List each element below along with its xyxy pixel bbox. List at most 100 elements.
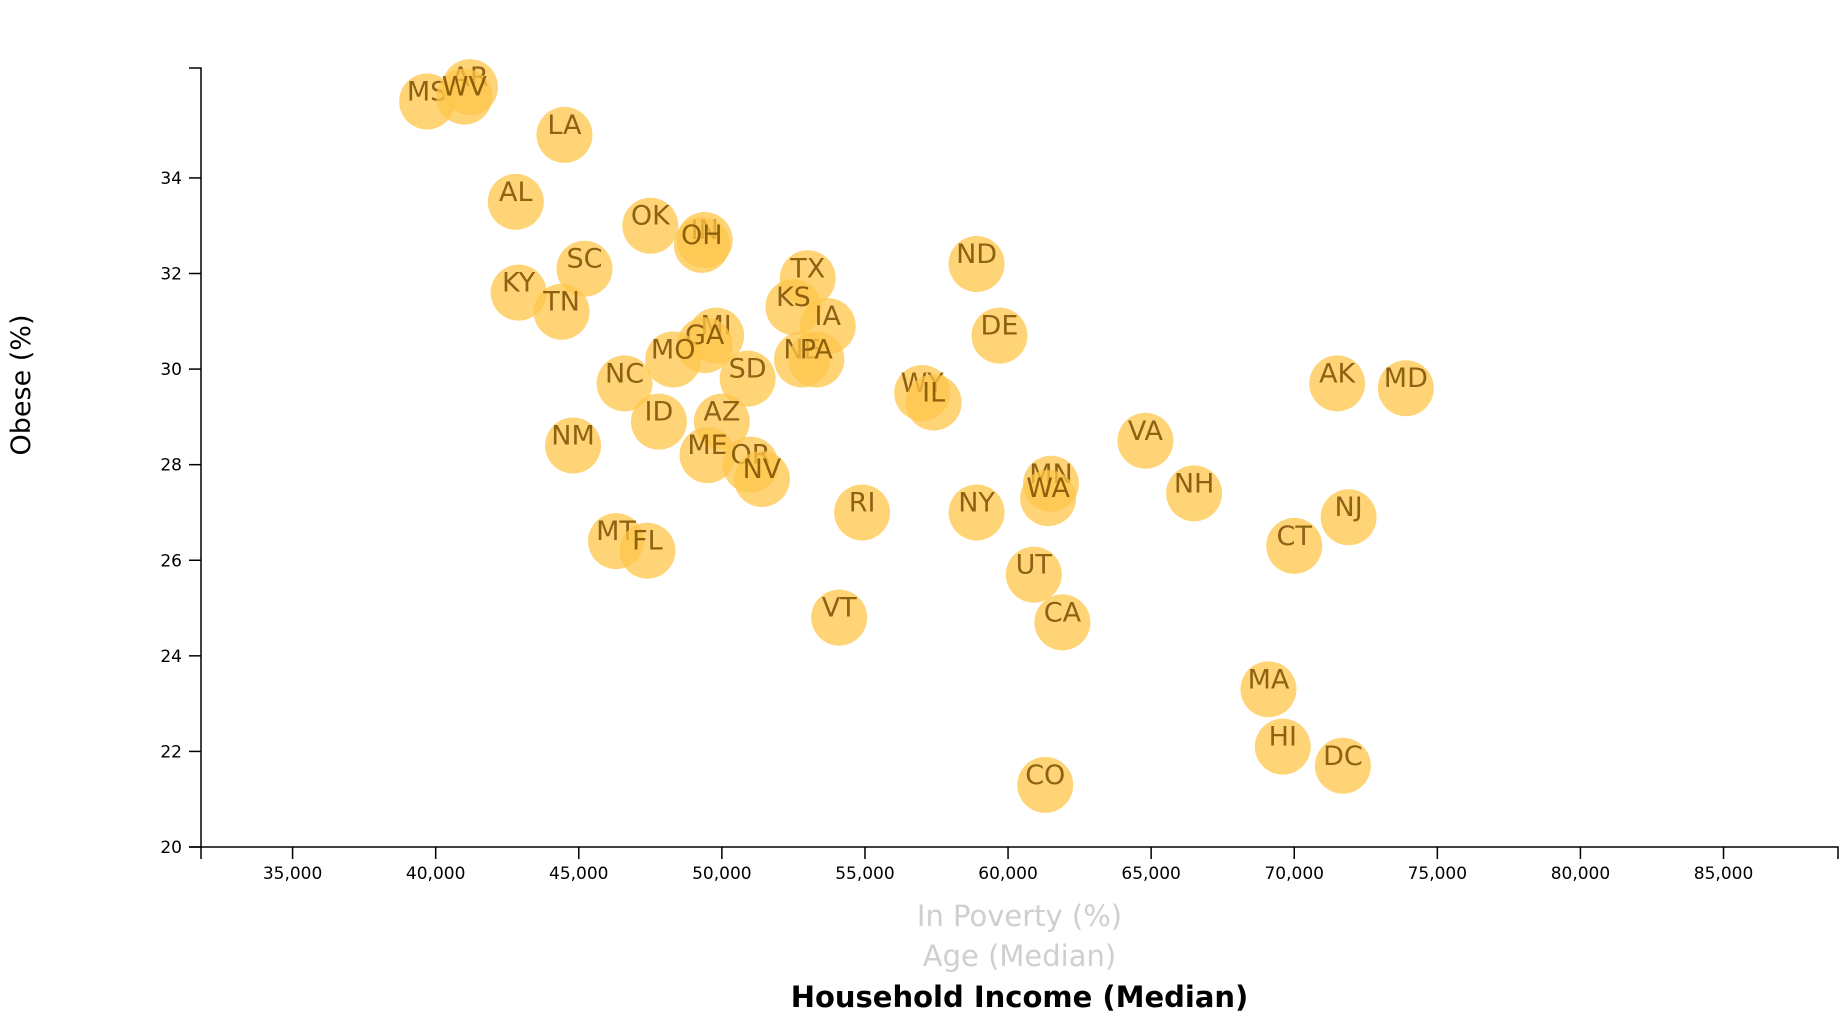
data-point-hi[interactable]: HI [1254, 718, 1311, 775]
data-point-nm[interactable]: NM [545, 417, 602, 474]
data-point-nd[interactable]: ND [948, 235, 1005, 292]
data-point-circle[interactable] [596, 355, 653, 412]
y-tick-label: 32 [160, 265, 182, 285]
data-point-circle[interactable] [905, 374, 962, 431]
data-point-circle[interactable] [1314, 737, 1371, 794]
data-point-circle[interactable] [1309, 355, 1366, 412]
data-point-circle[interactable] [1034, 594, 1091, 651]
data-point-sd[interactable]: SD [719, 350, 776, 407]
data-point-circle[interactable] [948, 484, 1005, 541]
data-point-circle[interactable] [673, 216, 730, 273]
data-point-circle[interactable] [811, 589, 868, 646]
data-point-ak[interactable]: AK [1309, 355, 1366, 412]
data-point-nj[interactable]: NJ [1320, 489, 1377, 546]
data-point-label: ME [687, 430, 727, 461]
data-point-label: NC [605, 358, 644, 389]
data-point-circle[interactable] [1017, 756, 1074, 813]
data-point-ri[interactable]: RI [834, 484, 891, 541]
data-point-nh[interactable]: NH [1166, 465, 1223, 522]
y-tick-label: 20 [160, 838, 182, 858]
data-point-circle[interactable] [619, 522, 676, 579]
data-point-label: AL [499, 177, 533, 208]
data-point-ky[interactable]: KY [490, 264, 547, 321]
data-point-tn[interactable]: TN [533, 283, 590, 340]
data-point-label: AZ [703, 397, 740, 428]
data-point-circle[interactable] [1377, 360, 1434, 417]
data-point-label: ID [645, 397, 674, 428]
x-axis-option-in-poverty[interactable]: In Poverty (%) [917, 899, 1122, 933]
data-point-circle[interactable] [533, 283, 590, 340]
data-point-circle[interactable] [1166, 465, 1223, 522]
data-point-wv[interactable]: WV [436, 68, 493, 125]
data-point-ma[interactable]: MA [1240, 661, 1297, 718]
data-point-circle[interactable] [1254, 718, 1311, 775]
y-tick-label: 28 [160, 456, 182, 476]
data-point-circle[interactable] [1240, 661, 1297, 718]
data-point-circle[interactable] [490, 264, 547, 321]
data-point-circle[interactable] [719, 350, 776, 407]
data-point-dc[interactable]: DC [1314, 737, 1371, 794]
data-point-ct[interactable]: CT [1266, 517, 1323, 574]
data-point-circle[interactable] [948, 235, 1005, 292]
data-point-circle[interactable] [679, 427, 736, 484]
data-point-ca[interactable]: CA [1034, 594, 1091, 651]
data-point-la[interactable]: LA [536, 106, 593, 163]
data-point-label: CT [1277, 521, 1313, 552]
x-axis-option-household-income-median[interactable]: Household Income (Median) [791, 980, 1249, 1014]
data-point-vt[interactable]: VT [811, 589, 868, 646]
data-point-md[interactable]: MD [1377, 360, 1434, 417]
data-point-label: MO [651, 335, 696, 366]
data-point-nv[interactable]: NV [733, 451, 790, 508]
data-point-al[interactable]: AL [487, 173, 544, 230]
data-point-oh[interactable]: OH [673, 216, 730, 273]
data-point-circle[interactable] [545, 417, 602, 474]
data-point-circle[interactable] [834, 484, 891, 541]
data-point-circle[interactable] [622, 197, 679, 254]
data-point-nc[interactable]: NC [596, 355, 653, 412]
data-point-circle[interactable] [788, 331, 845, 388]
data-point-circle[interactable] [436, 68, 493, 125]
data-point-circle[interactable] [1020, 470, 1077, 527]
data-point-circle[interactable] [1320, 489, 1377, 546]
data-point-circle[interactable] [1266, 517, 1323, 574]
data-point-circle[interactable] [1005, 546, 1062, 603]
data-point-circle[interactable] [536, 106, 593, 163]
data-point-me[interactable]: ME [679, 427, 736, 484]
data-point-circle[interactable] [971, 307, 1028, 364]
data-point-il[interactable]: IL [905, 374, 962, 431]
y-tick-label: 26 [160, 551, 182, 571]
data-point-circle[interactable] [630, 393, 687, 450]
data-point-ok[interactable]: OK [622, 197, 679, 254]
data-point-circle[interactable] [487, 173, 544, 230]
data-point-ny[interactable]: NY [948, 484, 1005, 541]
data-point-circle[interactable] [556, 240, 613, 297]
data-point-circle[interactable] [645, 331, 702, 388]
y-tick-label: 22 [160, 742, 182, 762]
y-tick-label: 24 [160, 647, 182, 667]
x-tick-label: 50,000 [692, 864, 751, 884]
data-point-fl[interactable]: FL [619, 522, 676, 579]
data-point-co[interactable]: CO [1017, 756, 1074, 813]
data-point-mo[interactable]: MO [645, 331, 702, 388]
x-axis-options: In Poverty (%) Age (Median) Household Inco… [791, 899, 1249, 1014]
y-tick-label: 30 [160, 360, 182, 380]
data-point-de[interactable]: DE [971, 307, 1028, 364]
data-point-wa[interactable]: WA [1020, 470, 1077, 527]
x-axis: 35,000 40,000 45,000 50,000 55,000 60,000 65,0… [200, 846, 1839, 884]
x-tick-label: 75,000 [1408, 864, 1467, 884]
data-point-ut[interactable]: UT [1005, 546, 1062, 603]
y-axis-title[interactable]: Obese (%) [6, 315, 37, 456]
x-tick-label: 65,000 [1121, 864, 1180, 884]
data-point-label: CA [1044, 597, 1082, 628]
x-tick-label: 55,000 [835, 864, 894, 884]
x-axis-option-age-median[interactable]: Age (Median) [923, 939, 1116, 973]
data-point-id[interactable]: ID [630, 393, 687, 450]
data-point-circle[interactable] [733, 451, 790, 508]
data-point-circle[interactable] [1117, 412, 1174, 469]
y-axis: 20 22 24 26 28 30 32 34 [160, 67, 202, 858]
data-point-pa[interactable]: PA [788, 331, 845, 388]
x-tick-label: 80,000 [1551, 864, 1610, 884]
data-point-va[interactable]: VA [1117, 412, 1174, 469]
data-point-sc[interactable]: SC [556, 240, 613, 297]
